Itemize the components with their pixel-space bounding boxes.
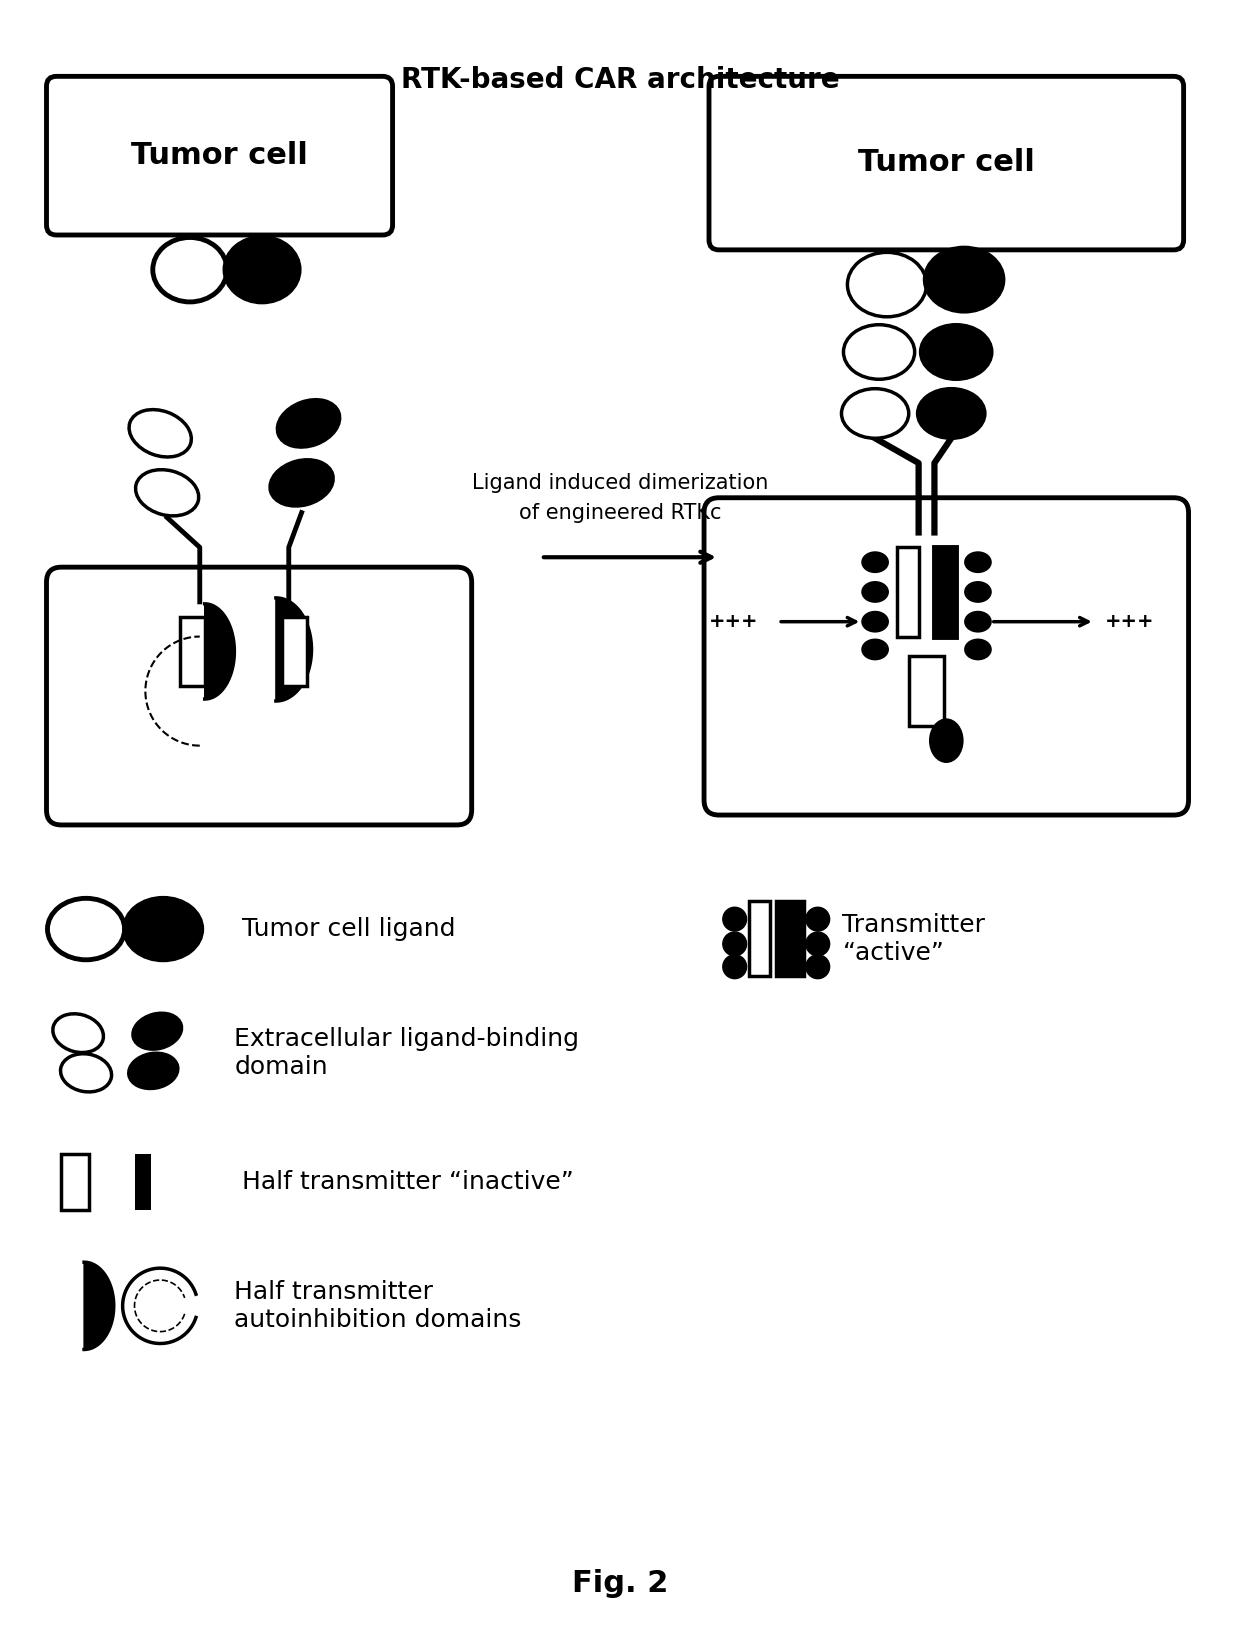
Ellipse shape [129,410,191,457]
Polygon shape [84,1263,114,1350]
Bar [897,547,919,637]
Text: Tumor cell ligand: Tumor cell ligand [234,917,456,942]
Ellipse shape [862,581,889,603]
Text: Fig. 2: Fig. 2 [572,1569,668,1599]
Ellipse shape [270,460,334,506]
Bar [281,618,306,686]
Text: Extracellular ligand-binding
domain: Extracellular ligand-binding domain [234,1027,579,1079]
FancyBboxPatch shape [704,498,1189,816]
Ellipse shape [920,324,992,380]
FancyBboxPatch shape [709,77,1184,251]
Text: Tumor cell: Tumor cell [858,147,1034,177]
Ellipse shape [918,388,985,439]
Ellipse shape [843,324,915,380]
Bar [135,1155,151,1209]
Circle shape [806,932,830,957]
Ellipse shape [925,247,1003,311]
Ellipse shape [47,898,124,960]
Circle shape [723,932,746,957]
Ellipse shape [862,552,889,573]
Text: Tumor cell: Tumor cell [131,141,308,170]
Circle shape [806,907,830,930]
Bar [749,901,770,976]
Ellipse shape [278,400,340,447]
Polygon shape [205,604,234,699]
Ellipse shape [61,1053,112,1093]
Circle shape [723,955,746,978]
Ellipse shape [153,238,227,301]
Text: Half transmitter “inactive”: Half transmitter “inactive” [234,1170,574,1194]
Ellipse shape [965,639,992,660]
Ellipse shape [129,1053,177,1089]
Text: +++: +++ [709,613,759,631]
Ellipse shape [224,238,299,301]
FancyBboxPatch shape [46,77,393,234]
Text: Transmitter
“active”: Transmitter “active” [842,912,986,965]
Text: +++: +++ [1105,613,1154,631]
Ellipse shape [135,470,198,516]
Text: −: − [202,601,217,619]
Bar [180,618,205,686]
Ellipse shape [862,639,889,660]
Circle shape [723,907,746,930]
Ellipse shape [842,388,909,439]
Bar [935,547,956,637]
Ellipse shape [53,1014,103,1053]
Ellipse shape [965,552,992,573]
Text: −: − [284,601,299,619]
Ellipse shape [124,898,202,960]
Bar [776,901,804,976]
Ellipse shape [965,611,992,632]
FancyBboxPatch shape [46,567,471,826]
Bar [909,657,945,726]
Text: Ligand induced dimerization: Ligand induced dimerization [471,473,769,493]
Text: Half transmitter
autoinhibition domains: Half transmitter autoinhibition domains [234,1279,522,1332]
Ellipse shape [965,581,992,603]
Bar [61,1155,89,1209]
Text: of engineered RTKc: of engineered RTKc [518,503,722,523]
Ellipse shape [862,611,889,632]
Ellipse shape [133,1014,181,1048]
Ellipse shape [929,719,963,763]
Polygon shape [275,598,311,701]
Ellipse shape [847,252,926,316]
Circle shape [806,955,830,978]
Text: RTK-based CAR architecture: RTK-based CAR architecture [401,67,839,95]
